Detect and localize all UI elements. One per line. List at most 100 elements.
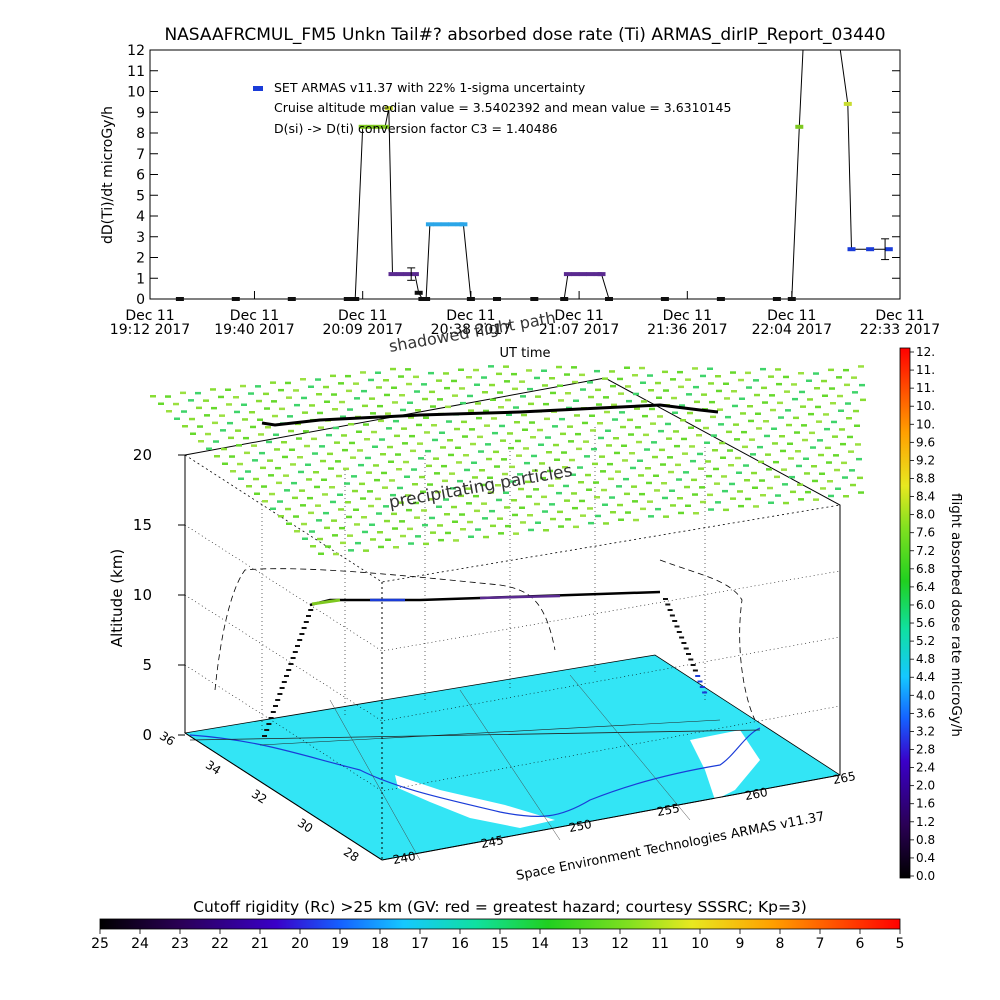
dose-point	[414, 290, 423, 295]
particle-marker	[354, 523, 360, 526]
particle-marker	[827, 480, 833, 483]
particle-marker	[752, 486, 758, 489]
rigidity-colorbar-tick-label: 14	[531, 936, 549, 952]
particle-marker	[242, 418, 248, 421]
particle-marker	[846, 417, 852, 420]
particle-marker	[620, 425, 626, 429]
particle-marker	[279, 407, 285, 411]
particle-marker	[329, 486, 335, 489]
particle-marker	[700, 374, 706, 378]
particle-marker	[775, 368, 781, 371]
particle-marker	[559, 417, 565, 421]
dose-colorbar-ticks: 0.0 0.4 0.8 1.2 1.6 2.0 2.4 2.8 3.2 3.6 4.0 4.4 4.8 5…	[910, 345, 935, 883]
particle-marker	[692, 493, 698, 496]
particle-marker	[181, 410, 187, 413]
particle-marker	[639, 366, 645, 370]
particle-marker	[740, 412, 746, 415]
particle-marker	[356, 430, 362, 433]
particle-marker	[829, 387, 835, 390]
particle-marker	[273, 433, 279, 436]
particle-marker	[459, 513, 465, 516]
particle-marker	[757, 445, 763, 449]
particle-marker	[372, 445, 378, 448]
descent-marker	[697, 680, 703, 683]
particle-marker	[363, 549, 369, 552]
particle-marker	[689, 445, 695, 448]
particle-marker	[545, 436, 551, 439]
particle-marker	[236, 444, 242, 447]
particle-marker	[504, 380, 510, 383]
particle-marker	[276, 481, 282, 485]
particle-marker	[285, 507, 291, 511]
altitude-tick-label: 10	[133, 586, 152, 604]
descent-marker	[674, 625, 680, 628]
particle-marker	[491, 417, 497, 420]
particle-marker	[484, 424, 490, 427]
dose-colorbar-tick-label: 8.0	[916, 508, 935, 522]
particle-marker	[345, 501, 351, 504]
particle-marker	[618, 392, 624, 395]
particle-marker	[411, 468, 417, 471]
particle-marker	[785, 409, 791, 412]
particle-marker	[174, 417, 180, 420]
ascent-marker	[268, 717, 274, 719]
particle-marker	[467, 520, 473, 524]
descent-marker	[695, 675, 701, 677]
particle-marker	[495, 484, 501, 487]
particle-marker	[813, 372, 819, 375]
particle-marker	[526, 495, 532, 498]
particle-marker	[420, 490, 426, 493]
rigidity-colorbar: Cutoff rigidity (Rc) >25 km (GV: red = g…	[91, 898, 904, 952]
descent-marker	[699, 686, 705, 688]
dose-point	[388, 272, 397, 277]
x-tick-label-time: 19:12 2017	[110, 322, 190, 338]
rigidity-colorbar-label: Cutoff rigidity (Rc) >25 km (GV: red = g…	[193, 898, 807, 916]
particle-marker	[479, 469, 485, 472]
particle-marker	[707, 493, 713, 497]
particle-marker	[646, 481, 652, 485]
particle-marker	[534, 376, 540, 380]
particle-marker	[230, 470, 236, 473]
particle-marker	[614, 451, 620, 455]
particle-marker	[519, 506, 525, 509]
particle-marker	[640, 381, 646, 384]
dose-point	[493, 297, 501, 301]
particle-marker	[505, 524, 511, 528]
particle-marker	[448, 453, 454, 457]
particle-marker	[465, 487, 471, 490]
particle-marker	[589, 414, 595, 417]
particle-marker	[481, 376, 487, 379]
particle-marker	[416, 423, 422, 427]
particle-marker	[480, 483, 486, 487]
particle-marker	[531, 454, 537, 458]
particle-marker	[578, 481, 584, 484]
particle-marker	[708, 508, 714, 511]
particle-marker	[249, 411, 255, 414]
particle-marker	[742, 445, 748, 449]
particle-marker	[240, 384, 246, 388]
particle-marker	[347, 534, 353, 537]
particle-marker	[840, 442, 846, 446]
particle-marker	[344, 482, 350, 485]
x-tick-label-time: 20:38 2017	[431, 322, 511, 338]
particle-marker	[796, 464, 802, 468]
particle-marker	[377, 531, 383, 534]
particle-marker	[573, 525, 579, 529]
particle-marker	[596, 403, 602, 406]
particle-marker	[673, 430, 679, 433]
particle-marker	[708, 382, 714, 385]
particle-marker	[382, 486, 388, 489]
map-3d-view: 0 5 10 15 20 Altitude (km) 36 34 32 30 28 240 245…	[108, 308, 866, 884]
particle-marker	[261, 485, 267, 488]
particle-marker	[680, 419, 686, 422]
particle-marker	[391, 386, 397, 389]
particle-marker	[296, 437, 302, 440]
particle-marker	[683, 471, 689, 474]
particle-marker	[609, 496, 615, 499]
x-tick-label-date: Dec 11	[125, 308, 174, 324]
dose-colorbar-tick-label: 6.4	[916, 580, 935, 594]
particle-marker	[429, 390, 435, 394]
particle-marker	[528, 402, 534, 406]
x-tick-label-date: Dec 11	[767, 308, 816, 324]
